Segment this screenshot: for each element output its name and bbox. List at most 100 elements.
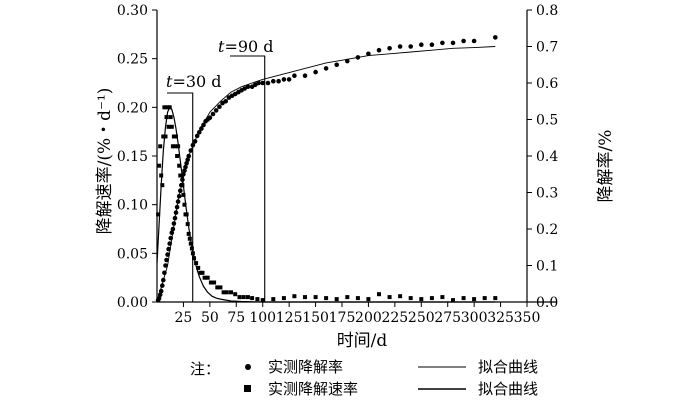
point-rate bbox=[167, 105, 172, 110]
point-degradation bbox=[260, 80, 266, 86]
point-degradation bbox=[493, 35, 498, 40]
point-rate bbox=[188, 241, 193, 246]
point-degradation bbox=[163, 263, 168, 268]
fit-curve-rate bbox=[156, 106, 496, 303]
x-tick-label: 25 bbox=[175, 310, 193, 326]
point-rate bbox=[345, 295, 350, 300]
annotation-line-t90 bbox=[230, 55, 266, 302]
point-rate bbox=[198, 270, 203, 275]
point-rate bbox=[186, 231, 191, 236]
point-degradation bbox=[471, 38, 477, 44]
x-tick-label: 300 bbox=[461, 310, 488, 326]
point-degradation bbox=[223, 99, 228, 104]
y-left-axis-title: 降解速率/(%・d⁻¹) bbox=[95, 88, 115, 235]
point-rate bbox=[451, 298, 455, 303]
x-tick-label: 225 bbox=[381, 310, 408, 326]
point-degradation bbox=[286, 77, 292, 82]
point-degradation bbox=[178, 188, 183, 193]
y-right-tick-label: 0.6 bbox=[536, 76, 558, 92]
point-rate bbox=[324, 296, 329, 301]
point-rate bbox=[250, 296, 255, 301]
point-degradation bbox=[180, 177, 185, 182]
point-degradation bbox=[173, 210, 179, 215]
point-rate bbox=[221, 290, 226, 295]
point-rate bbox=[292, 294, 297, 299]
point-rate bbox=[194, 261, 199, 266]
point-degradation bbox=[397, 44, 403, 49]
point-degradation bbox=[302, 73, 308, 78]
annotation-t30: t=30 d bbox=[166, 72, 222, 91]
point-rate bbox=[271, 297, 276, 302]
x-tick-label: 75 bbox=[227, 310, 245, 326]
legend-marker-circle bbox=[245, 364, 251, 370]
point-rate bbox=[281, 296, 286, 301]
point-degradation bbox=[158, 288, 164, 294]
x-tick-label: 125 bbox=[276, 310, 303, 326]
point-rate bbox=[472, 297, 477, 302]
point-rate bbox=[482, 296, 487, 301]
point-rate bbox=[241, 295, 246, 300]
point-degradation bbox=[175, 199, 181, 204]
point-degradation bbox=[161, 277, 166, 283]
point-rate bbox=[377, 292, 381, 297]
point-rate bbox=[173, 144, 177, 149]
point-degradation bbox=[156, 296, 162, 301]
point-degradation bbox=[313, 69, 318, 75]
point-degradation bbox=[366, 51, 371, 57]
legend-label: 实测降解率 bbox=[268, 358, 343, 376]
legend-fit-label: 拟合曲线 bbox=[478, 358, 538, 376]
point-degradation bbox=[168, 235, 173, 241]
point-rate bbox=[260, 298, 265, 303]
point-degradation bbox=[160, 283, 165, 288]
point-rate bbox=[171, 134, 176, 139]
point-rate bbox=[166, 124, 171, 129]
point-degradation bbox=[345, 58, 350, 64]
point-rate bbox=[440, 295, 445, 300]
x-tick-label: 350 bbox=[514, 310, 541, 326]
point-rate bbox=[184, 212, 189, 217]
point-rate bbox=[224, 290, 229, 295]
x-tick-label: 250 bbox=[408, 310, 435, 326]
point-rate bbox=[196, 265, 201, 270]
point-rate bbox=[181, 192, 186, 197]
point-rate bbox=[245, 295, 250, 300]
y-left-tick-label: 0.15 bbox=[117, 149, 148, 165]
point-rate bbox=[158, 144, 163, 149]
point-rate bbox=[161, 134, 166, 139]
point-degradation bbox=[265, 80, 271, 86]
point-degradation bbox=[165, 252, 170, 257]
y-left-tick-label: 0.10 bbox=[117, 198, 148, 214]
point-degradation bbox=[355, 55, 361, 60]
point-rate bbox=[163, 134, 168, 139]
point-rate bbox=[156, 212, 161, 217]
point-degradation bbox=[197, 130, 202, 135]
point-rate bbox=[429, 296, 434, 301]
point-rate bbox=[165, 105, 170, 110]
point-degradation bbox=[171, 221, 177, 226]
point-rate bbox=[179, 173, 184, 178]
point-rate bbox=[233, 292, 238, 297]
point-rate bbox=[170, 144, 175, 149]
point-degradation bbox=[213, 108, 219, 113]
y-left-tick-label: 0.30 bbox=[117, 3, 148, 19]
point-rate bbox=[237, 295, 242, 300]
point-degradation bbox=[174, 204, 180, 210]
y-right-tick-label: 0.7 bbox=[536, 40, 558, 56]
point-rate bbox=[160, 183, 165, 188]
point-rate bbox=[313, 295, 318, 300]
point-degradation bbox=[271, 78, 276, 84]
y-right-tick-label: 0.8 bbox=[536, 3, 558, 19]
y-right-tick-label: 0.2 bbox=[536, 222, 558, 238]
point-rate bbox=[169, 124, 174, 129]
point-degradation bbox=[169, 230, 175, 235]
y-right-axis-title: 降解率/% bbox=[596, 130, 616, 203]
point-rate bbox=[174, 134, 178, 139]
point-rate bbox=[159, 173, 164, 178]
point-degradation bbox=[440, 40, 445, 46]
point-degradation bbox=[281, 77, 287, 82]
point-rate bbox=[366, 297, 371, 302]
point-rate bbox=[215, 285, 220, 290]
point-degradation bbox=[387, 46, 392, 51]
